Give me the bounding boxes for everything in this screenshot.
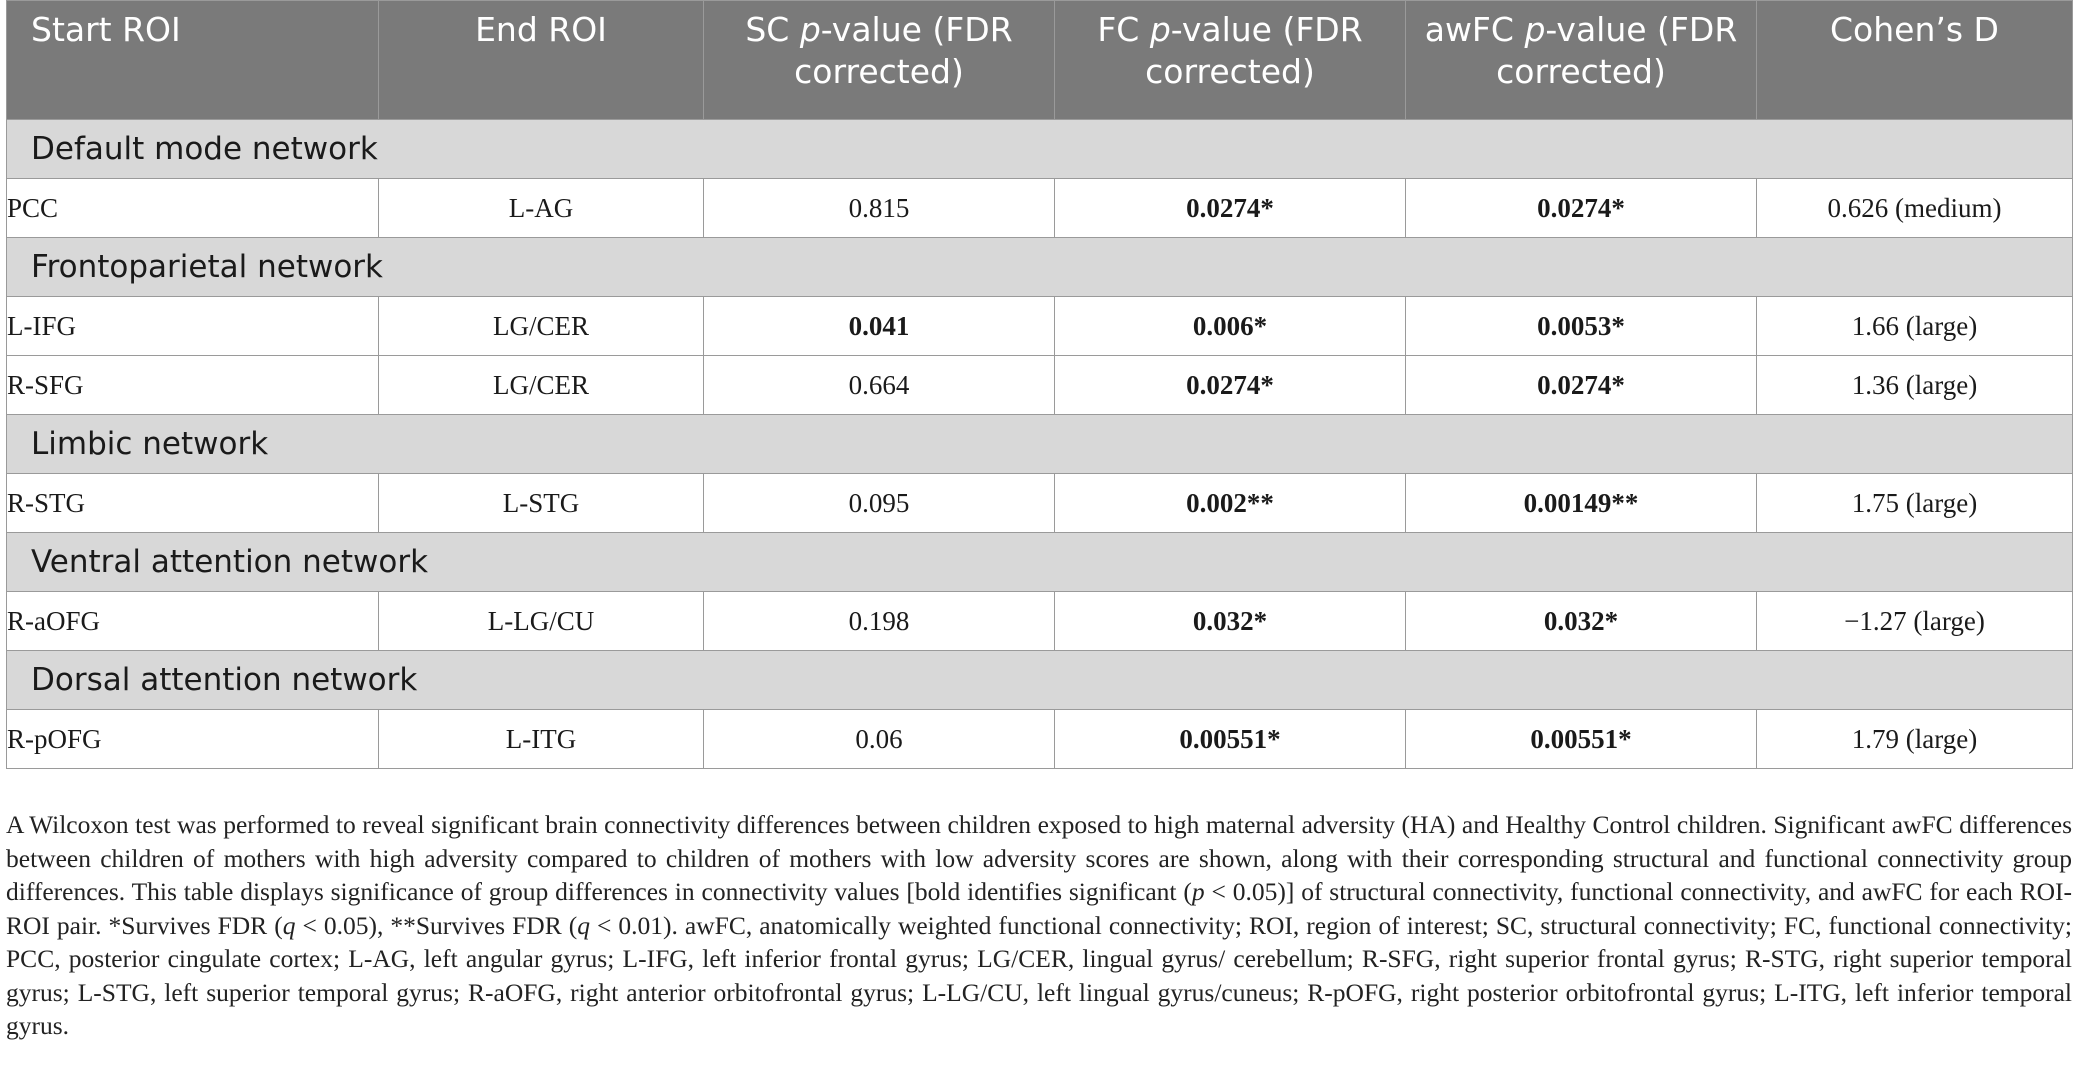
awfc-pvalue-cell: 0.032* <box>1405 591 1757 651</box>
significance-marker: ** <box>1246 487 1274 518</box>
pvalue: 0.0274 <box>1186 192 1261 223</box>
section-row: Ventral attention network <box>6 532 2073 592</box>
end-roi-cell: L-ITG <box>378 709 704 769</box>
start-roi-cell: R-SFG <box>6 355 379 415</box>
fc-pvalue-cell: 0.002** <box>1054 473 1406 533</box>
table-body: Default mode network PCC L-AG 0.815 0.0274* 0… <box>6 119 2073 769</box>
sc-pvalue-cell: 0.06 <box>703 709 1055 769</box>
sc-pvalue-cell: 0.664 <box>703 355 1055 415</box>
pvalue: 0.0274 <box>1537 192 1612 223</box>
significance-marker: * <box>1260 192 1274 223</box>
header-fc-pvalue: FC p-value (FDR corrected) <box>1054 0 1406 120</box>
table-row: R-STG L-STG 0.095 0.002** 0.00149** 1.75 (lar… <box>6 473 2073 533</box>
significance-marker: * <box>1267 723 1281 754</box>
pvalue: 0.0274 <box>1537 369 1612 400</box>
awfc-pvalue-cell: 0.00551* <box>1405 709 1757 769</box>
pvalue: 0.006 <box>1192 310 1254 341</box>
table-row: R-pOFG L-ITG 0.06 0.00551* 0.00551* 1.79 (lar… <box>6 709 2073 769</box>
cohens-d-cell: 1.75 (large) <box>1756 473 2073 533</box>
end-roi-cell: L-LG/CU <box>378 591 704 651</box>
fc-pvalue-cell: 0.0274* <box>1054 355 1406 415</box>
fc-pvalue-cell: 0.00551* <box>1054 709 1406 769</box>
section-title: Default mode network <box>6 119 2073 179</box>
cohens-d-cell: 1.79 (large) <box>1756 709 2073 769</box>
table-caption: A Wilcoxon test was performed to reveal … <box>6 810 2072 1040</box>
significance-marker: * <box>1253 310 1268 341</box>
fc-pvalue-cell: 0.006* <box>1054 296 1406 356</box>
section-row: Default mode network <box>6 119 2073 179</box>
cohens-d-cell: −1.27 (large) <box>1756 591 2073 651</box>
start-roi-cell: R-pOFG <box>6 709 379 769</box>
fc-pvalue-cell: 0.0274* <box>1054 178 1406 238</box>
table-row: PCC L-AG 0.815 0.0274* 0.0274* 0.626 (medium) <box>6 178 2073 238</box>
header-end-roi: End ROI <box>378 0 704 120</box>
end-roi-cell: LG/CER <box>378 355 704 415</box>
awfc-pvalue-cell: 0.0274* <box>1405 178 1757 238</box>
significance-marker: * <box>1618 723 1632 754</box>
significance-marker: * <box>1604 605 1619 636</box>
significance-marker: * <box>1611 310 1625 341</box>
awfc-pvalue-cell: 0.0274* <box>1405 355 1757 415</box>
pvalue: 0.032 <box>1543 605 1605 636</box>
header-awfc-pvalue: awFC p-value (FDR corrected) <box>1405 0 1757 120</box>
start-roi-cell: PCC <box>6 178 379 238</box>
pvalue: 0.0274 <box>1186 369 1261 400</box>
start-roi-cell: R-STG <box>6 473 379 533</box>
sc-pvalue-cell: 0.041 <box>703 296 1055 356</box>
header-start-roi: Start ROI <box>6 0 379 120</box>
sc-pvalue-cell: 0.095 <box>703 473 1055 533</box>
pvalue: 0.00551 <box>1530 723 1619 754</box>
table-row: R-SFG LG/CER 0.664 0.0274* 0.0274* 1.36 (larg… <box>6 355 2073 415</box>
start-roi-cell: R-aOFG <box>6 591 379 651</box>
section-title: Dorsal attention network <box>6 650 2073 710</box>
results-table: Start ROI End ROI SC p-value (FDR correc… <box>6 0 2073 769</box>
significance-marker: * <box>1611 192 1625 223</box>
header-sc-pvalue: SC p-value (FDR corrected) <box>703 0 1055 120</box>
fc-pvalue-cell: 0.032* <box>1054 591 1406 651</box>
significance-marker: * <box>1611 369 1625 400</box>
section-title: Ventral attention network <box>6 532 2073 592</box>
header-row: Start ROI End ROI SC p-value (FDR correc… <box>6 0 2073 120</box>
pvalue: 0.032 <box>1192 605 1254 636</box>
pvalue: 0.002 <box>1186 487 1247 518</box>
table-row: R-aOFG L-LG/CU 0.198 0.032* 0.032* −1.27 (lar… <box>6 591 2073 651</box>
sc-pvalue-cell: 0.198 <box>703 591 1055 651</box>
awfc-pvalue-cell: 0.00149** <box>1405 473 1757 533</box>
end-roi-cell: L-AG <box>378 178 704 238</box>
start-roi-cell: L-IFG <box>6 296 379 356</box>
end-roi-cell: LG/CER <box>378 296 704 356</box>
significance-marker: * <box>1253 605 1268 636</box>
table-row: L-IFG LG/CER 0.041 0.006* 0.0053* 1.66 (large… <box>6 296 2073 356</box>
awfc-pvalue-cell: 0.0053* <box>1405 296 1757 356</box>
section-row: Frontoparietal network <box>6 237 2073 297</box>
cohens-d-cell: 0.626 (medium) <box>1756 178 2073 238</box>
header-cohens-d: Cohen’s D <box>1756 0 2073 120</box>
end-roi-cell: L-STG <box>378 473 704 533</box>
section-title: Frontoparietal network <box>6 237 2073 297</box>
pvalue: 0.00551 <box>1179 723 1268 754</box>
pvalue: 0.00149 <box>1523 487 1612 518</box>
cohens-d-cell: 1.36 (large) <box>1756 355 2073 415</box>
pvalue: 0.0053 <box>1537 310 1612 341</box>
section-title: Limbic network <box>6 414 2073 474</box>
section-row: Dorsal attention network <box>6 650 2073 710</box>
sc-pvalue-cell: 0.815 <box>703 178 1055 238</box>
significance-marker: ** <box>1611 487 1639 518</box>
significance-marker: * <box>1260 369 1274 400</box>
section-row: Limbic network <box>6 414 2073 474</box>
cohens-d-cell: 1.66 (large) <box>1756 296 2073 356</box>
